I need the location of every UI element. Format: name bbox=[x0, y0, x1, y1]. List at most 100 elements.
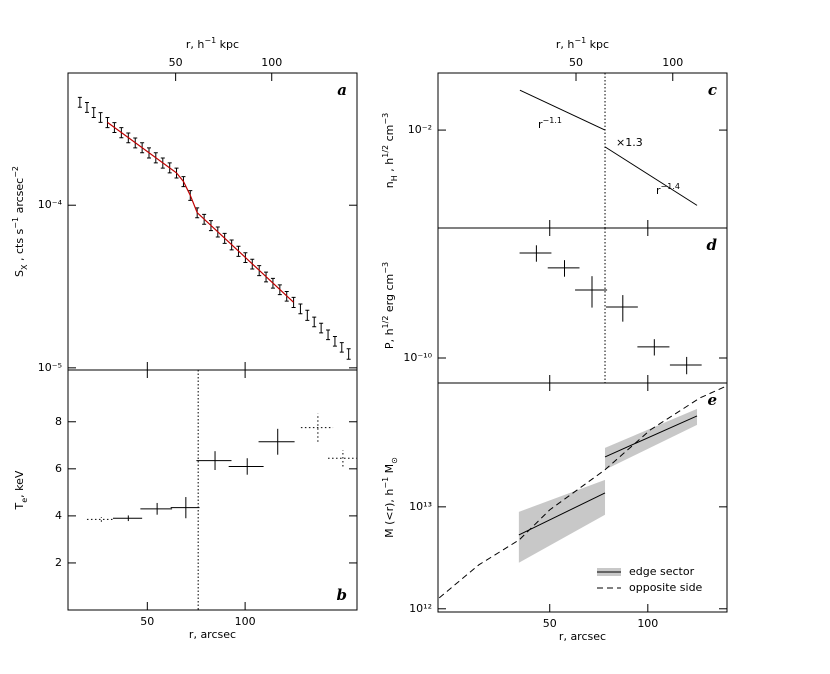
superscript: −3 bbox=[381, 262, 390, 274]
y-tick-label: 10⁻¹⁰ bbox=[403, 351, 432, 364]
text-part: P, h bbox=[383, 328, 396, 349]
text-part: , h bbox=[383, 158, 396, 175]
superscript: −2 bbox=[11, 166, 20, 178]
x-tick-label: 100 bbox=[637, 617, 658, 630]
annotation: ×1.3 bbox=[616, 136, 643, 149]
text-part: r bbox=[656, 184, 661, 197]
text-part: M (<r), h bbox=[383, 489, 396, 538]
y-tick-label: 6 bbox=[55, 462, 62, 475]
error-bar bbox=[298, 303, 303, 315]
subscript: e bbox=[20, 498, 29, 503]
confidence-band bbox=[605, 408, 698, 470]
mass-line bbox=[604, 415, 698, 458]
error-bar bbox=[98, 112, 103, 123]
subscript: H bbox=[390, 175, 399, 181]
text-part: T bbox=[13, 502, 26, 510]
panel-label: b bbox=[337, 586, 348, 604]
error-bar bbox=[91, 107, 96, 119]
y-axis-label: SX , cts s−1 arcsec−2 bbox=[11, 166, 29, 277]
superscript: −1 bbox=[204, 36, 216, 45]
panel-label: c bbox=[708, 81, 717, 99]
y-axis-label: nH , h1/2 cm−3 bbox=[381, 113, 399, 188]
error-bar bbox=[84, 102, 89, 113]
annotation: r−1.1 bbox=[538, 116, 562, 131]
text-part: r, arcsec bbox=[559, 630, 606, 643]
x-tick-label: 100 bbox=[235, 615, 256, 628]
superscript: −1.1 bbox=[543, 116, 562, 125]
text-part: r, h bbox=[556, 38, 575, 51]
panel-frame bbox=[437, 72, 728, 229]
text-part: r bbox=[538, 118, 543, 131]
x2-tick-label: 100 bbox=[662, 56, 683, 69]
panel-frame bbox=[437, 227, 728, 384]
error-bar bbox=[77, 96, 82, 108]
text-part: ×1.3 bbox=[616, 136, 643, 149]
superscript: 1/2 bbox=[381, 145, 390, 158]
superscript: −1 bbox=[381, 477, 390, 489]
x-tick-label: 50 bbox=[140, 615, 154, 628]
error-bar bbox=[326, 329, 331, 341]
x2-axis-label: r, h−1 kpc bbox=[186, 36, 239, 51]
y-tick-label: 10⁻⁵ bbox=[38, 361, 62, 374]
superscript: −3 bbox=[381, 113, 390, 125]
text-part: erg cm bbox=[383, 274, 396, 316]
error-bar bbox=[312, 316, 317, 328]
y-tick-label: 8 bbox=[55, 415, 62, 428]
panel-frame bbox=[67, 72, 358, 371]
mass-line bbox=[438, 385, 728, 599]
text-part: kpc bbox=[586, 38, 609, 51]
y-axis-label: Te, keV bbox=[13, 470, 29, 510]
y-axis-label: M (<r), h−1 M⊙ bbox=[381, 457, 399, 538]
text-part: S bbox=[13, 270, 26, 277]
text-part: M bbox=[383, 464, 396, 477]
confidence-band bbox=[518, 479, 606, 563]
superscript: 1/2 bbox=[381, 316, 390, 329]
y-tick-label: 2 bbox=[55, 556, 62, 569]
panel-frame bbox=[67, 369, 358, 611]
y-tick-label: 10⁻² bbox=[408, 123, 432, 136]
error-bar bbox=[291, 296, 296, 308]
y-tick-label: 10¹² bbox=[409, 602, 432, 615]
model-line bbox=[107, 121, 294, 303]
panel-label: a bbox=[337, 81, 347, 99]
error-bar bbox=[346, 348, 351, 360]
y-tick-label: 10⁻⁴ bbox=[38, 198, 63, 211]
error-bar bbox=[339, 342, 344, 353]
x-tick-label: 50 bbox=[543, 617, 557, 630]
text-part: arcsec bbox=[13, 178, 26, 217]
y-tick-label: 10¹³ bbox=[409, 500, 432, 513]
panel-label: e bbox=[707, 391, 717, 409]
text-part: n bbox=[383, 181, 396, 188]
legend-label: edge sector bbox=[629, 565, 695, 578]
error-bar bbox=[319, 322, 324, 334]
panel-label: d bbox=[707, 236, 718, 254]
text-part: r, arcsec bbox=[189, 628, 236, 641]
panel-frame bbox=[437, 382, 728, 613]
subscript: ⊙ bbox=[390, 457, 399, 464]
text-part: r, h bbox=[186, 38, 205, 51]
error-bar bbox=[332, 335, 337, 347]
mass-line bbox=[518, 492, 606, 536]
x2-tick-label: 100 bbox=[261, 56, 282, 69]
x2-tick-label: 50 bbox=[569, 56, 583, 69]
x-axis-label: r, arcsec bbox=[559, 630, 606, 643]
text-part: , cts s bbox=[13, 228, 26, 264]
error-bar bbox=[305, 309, 310, 321]
superscript: −1.4 bbox=[661, 182, 680, 191]
x2-axis-label: r, h−1 kpc bbox=[556, 36, 609, 51]
profile-line bbox=[604, 146, 698, 206]
x-axis-label: r, arcsec bbox=[189, 628, 236, 641]
legend-label: opposite side bbox=[629, 581, 703, 594]
subscript: X bbox=[20, 264, 29, 270]
y-tick-label: 4 bbox=[55, 509, 62, 522]
y-axis-label: P, h1/2 erg cm−3 bbox=[381, 262, 396, 349]
superscript: −1 bbox=[11, 217, 20, 229]
profile-line bbox=[519, 89, 606, 131]
x2-tick-label: 50 bbox=[169, 56, 183, 69]
text-part: kpc bbox=[216, 38, 239, 51]
text-part: cm bbox=[383, 125, 396, 145]
annotation: r−1.4 bbox=[656, 182, 680, 197]
superscript: −1 bbox=[574, 36, 586, 45]
